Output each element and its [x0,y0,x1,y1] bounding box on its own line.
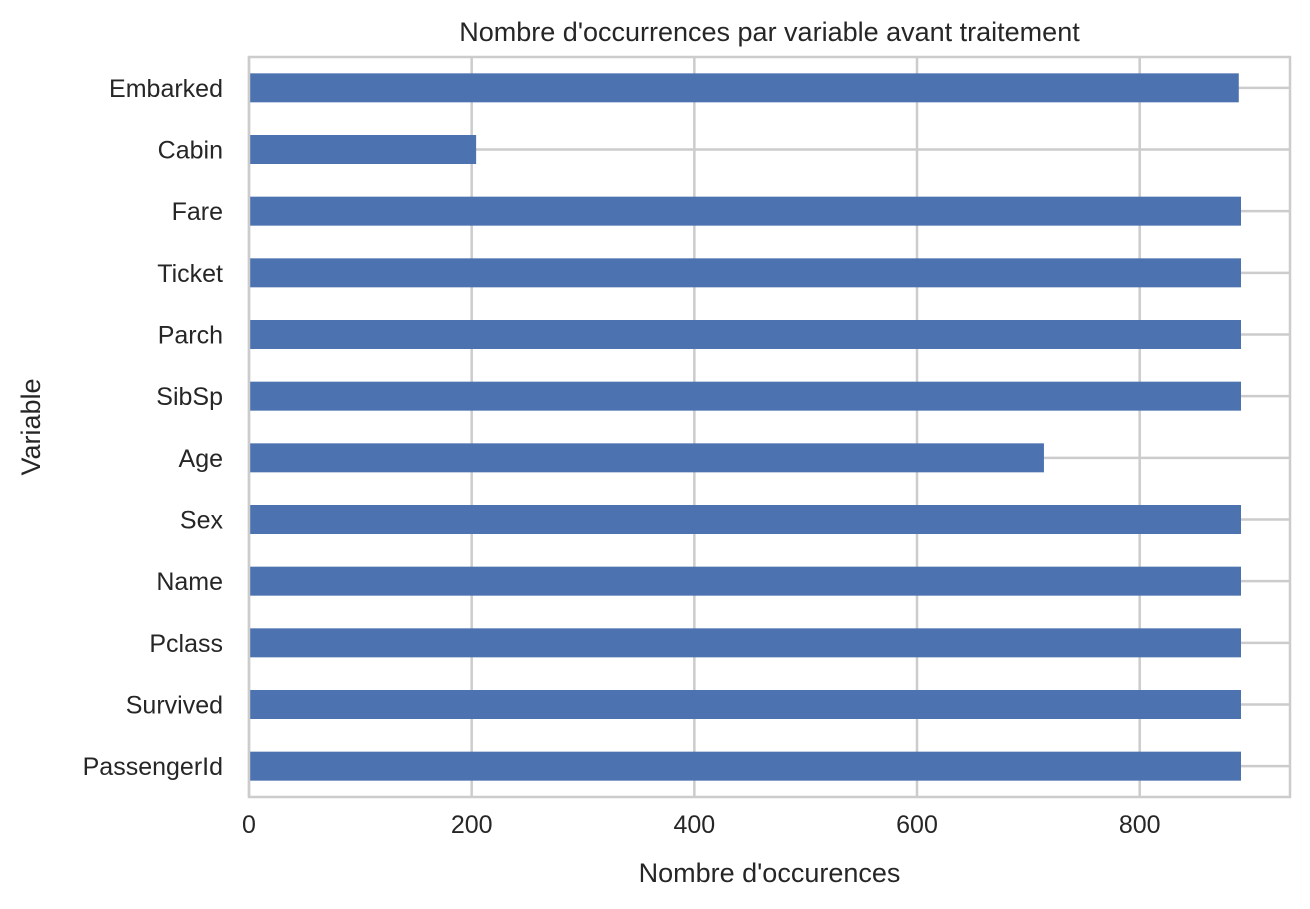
y-tick-label: Embarked [109,75,223,103]
x-tick-label: 0 [242,811,256,839]
y-axis-title: Variable [16,378,46,475]
bar-sex [249,505,1242,534]
x-tick-label: 200 [451,811,493,839]
y-tick-label: Fare [172,198,223,226]
bar-name [249,566,1242,596]
y-tick-label: Parch [158,322,223,350]
y-tick-label: PassengerId [83,753,223,781]
y-tick-label: Cabin [158,137,223,165]
bar-ticket [249,258,1242,288]
bar-parch [249,320,1242,349]
y-tick-label: Survived [126,692,223,720]
bar-survived [249,690,1242,719]
bar-cabin [249,135,477,164]
bar-embarked [249,73,1239,103]
x-tick-labels: 0 200 400 600 800 [242,811,1161,839]
x-tick-label: 600 [896,811,938,839]
chart-title: Nombre d'occurrences par variable avant … [459,17,1080,47]
y-tick-labels: PassengerId Survived Pclass Name Sex Age SibSp… [83,75,224,781]
bar-pclass [249,628,1242,658]
y-tick-label: SibSp [156,383,223,411]
y-tick-label: Ticket [157,260,223,288]
bar-fare [249,196,1242,226]
grid-layer [247,57,1290,797]
bars-layer [249,73,1242,781]
y-tick-label: Sex [180,507,224,535]
bar-age [249,443,1044,473]
y-tick-label: Age [179,445,223,473]
bar-sibsp [249,381,1242,411]
x-tick-label: 800 [1119,811,1161,839]
bar-passengerid [249,751,1242,781]
plot-frame [247,55,1292,799]
y-tick-label: Name [156,568,223,596]
y-tick-label: Pclass [149,630,223,658]
x-tick-label: 400 [673,811,715,839]
x-axis-title: Nombre d'occurences [639,858,901,888]
